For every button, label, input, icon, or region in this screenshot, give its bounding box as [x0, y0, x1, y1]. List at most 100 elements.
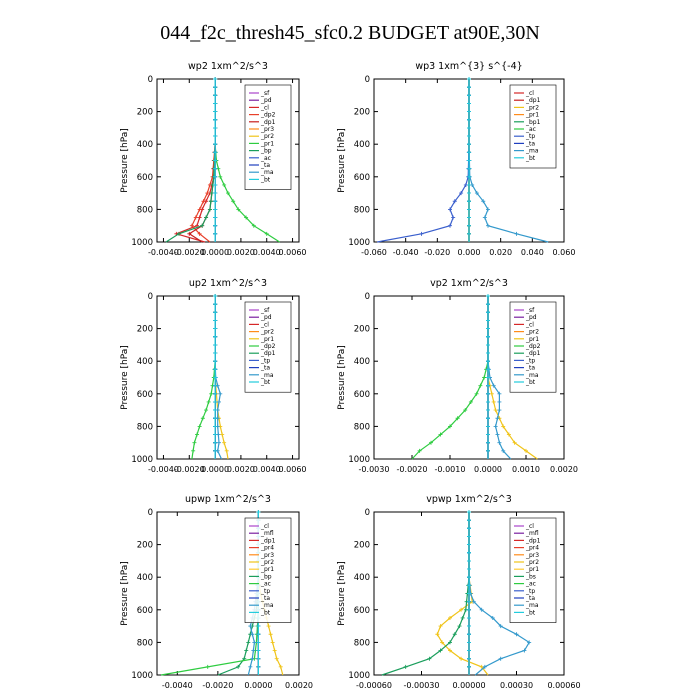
- series-marker: [467, 93, 471, 98]
- legend-label: _dp1: [260, 537, 276, 544]
- series-marker: [236, 664, 241, 669]
- x-tick-label: -0.0020: [397, 465, 428, 474]
- series-marker: [467, 207, 471, 212]
- series-marker: [256, 624, 261, 629]
- legend-label: _bp: [260, 148, 272, 155]
- series-marker: [467, 526, 471, 531]
- legend-label: _dp1: [525, 97, 541, 104]
- series-marker: [512, 440, 517, 445]
- series-marker: [216, 399, 221, 404]
- y-axis-label: Pressure [hPa]: [120, 345, 130, 410]
- y-tick-label: 1000: [131, 238, 153, 248]
- legend-label: _bt: [525, 155, 536, 162]
- series-marker: [176, 231, 181, 236]
- legend-label: _pr2: [260, 133, 274, 140]
- legend-label: _tp: [525, 133, 535, 140]
- legend-label: _tp: [260, 357, 270, 364]
- series-line-dp1: [188, 79, 216, 243]
- legend-label: _cl: [260, 523, 269, 530]
- x-tick-label: -0.0020: [174, 248, 205, 257]
- series-marker: [213, 399, 218, 404]
- x-tick-label: 0.0040: [253, 465, 281, 474]
- series-marker: [474, 391, 479, 396]
- x-tick-label: -0.0040: [162, 681, 193, 690]
- series-marker: [438, 432, 443, 437]
- series-marker: [197, 231, 202, 236]
- series-marker: [468, 399, 473, 404]
- legend-label: _ma: [525, 148, 539, 155]
- series-marker: [497, 399, 502, 404]
- series-marker: [213, 215, 218, 220]
- x-tick-label: -0.00030: [404, 681, 440, 690]
- legend-label: _pr1: [525, 566, 539, 573]
- series-marker: [460, 615, 465, 620]
- series-marker: [506, 432, 511, 437]
- legend-label: _dp1: [525, 350, 541, 357]
- legend-label: _bs: [525, 573, 536, 580]
- legend-label: _sf: [260, 307, 270, 314]
- series-marker: [467, 199, 471, 204]
- series-marker: [467, 231, 471, 236]
- y-axis-label: Pressure [hPa]: [337, 345, 347, 410]
- y-tick-label: 800: [137, 422, 153, 432]
- series-marker: [213, 367, 218, 372]
- legend-label: _ma: [525, 602, 539, 609]
- series-marker: [497, 408, 502, 413]
- series-marker: [213, 326, 218, 331]
- series-marker: [213, 294, 218, 298]
- series-marker: [514, 632, 519, 637]
- series-marker: [448, 648, 452, 653]
- series-marker: [467, 599, 471, 604]
- series-marker: [213, 207, 218, 212]
- series-marker: [448, 207, 452, 212]
- series-marker: [250, 656, 255, 661]
- y-tick-label: 800: [354, 422, 370, 432]
- x-tick-label: 0.0020: [227, 248, 255, 257]
- chart-panel-3: up2 1xm^2/s^3 Pressure [hPa] 0 200 400 600 800…: [120, 278, 307, 474]
- legend-label: _pr2: [260, 329, 274, 336]
- y-tick-label: 200: [137, 325, 153, 335]
- x-tick-label: 0.0000: [474, 465, 502, 474]
- legend-box: [509, 84, 557, 169]
- chart-panel-5: upwp 1xm^2/s^3 Pressure [hPa] 0 200 400 600 80…: [120, 494, 313, 690]
- series-marker: [493, 408, 498, 413]
- x-tick-label: 0.0060: [279, 248, 307, 257]
- y-tick-label: 200: [354, 108, 370, 118]
- legend-label: _pr4: [260, 545, 274, 552]
- series-marker: [209, 391, 214, 396]
- series-marker: [218, 391, 223, 396]
- y-tick-label: 600: [137, 390, 153, 400]
- series-marker: [213, 142, 218, 147]
- series-marker: [244, 215, 249, 220]
- y-tick-label: 600: [354, 390, 370, 400]
- legend-label: _pr2: [260, 559, 274, 566]
- x-tick-label: 0.0000: [244, 681, 272, 690]
- y-tick-label: 400: [137, 573, 153, 583]
- plot-frame: [156, 511, 300, 676]
- series-marker: [490, 615, 495, 620]
- plot-frame: [373, 295, 565, 460]
- series-marker: [467, 550, 471, 555]
- legend-label: _pr2: [525, 329, 539, 336]
- series-marker: [220, 432, 225, 437]
- series-marker: [467, 632, 471, 637]
- x-tick-label: -0.0040: [148, 248, 179, 257]
- legend-label: _pr4: [525, 545, 539, 552]
- legend-label: _mfl: [260, 530, 274, 537]
- x-tick-label: -0.0010: [435, 465, 466, 474]
- figure-title: 044_f2c_thresh45_sfc0.2 BUDGET at90E,30N: [160, 22, 540, 44]
- x-tick-label: 0.0000: [201, 248, 229, 257]
- series-marker: [497, 391, 502, 396]
- series-marker: [486, 318, 490, 323]
- series-marker: [266, 624, 271, 629]
- series-marker: [213, 109, 218, 114]
- legend-label: _dp1: [525, 537, 541, 544]
- series-marker: [213, 223, 218, 228]
- series-marker: [459, 191, 464, 196]
- series-marker: [474, 191, 479, 196]
- series-marker: [448, 640, 452, 645]
- series-marker: [213, 440, 218, 445]
- series-marker: [486, 424, 490, 429]
- series-marker: [427, 656, 432, 661]
